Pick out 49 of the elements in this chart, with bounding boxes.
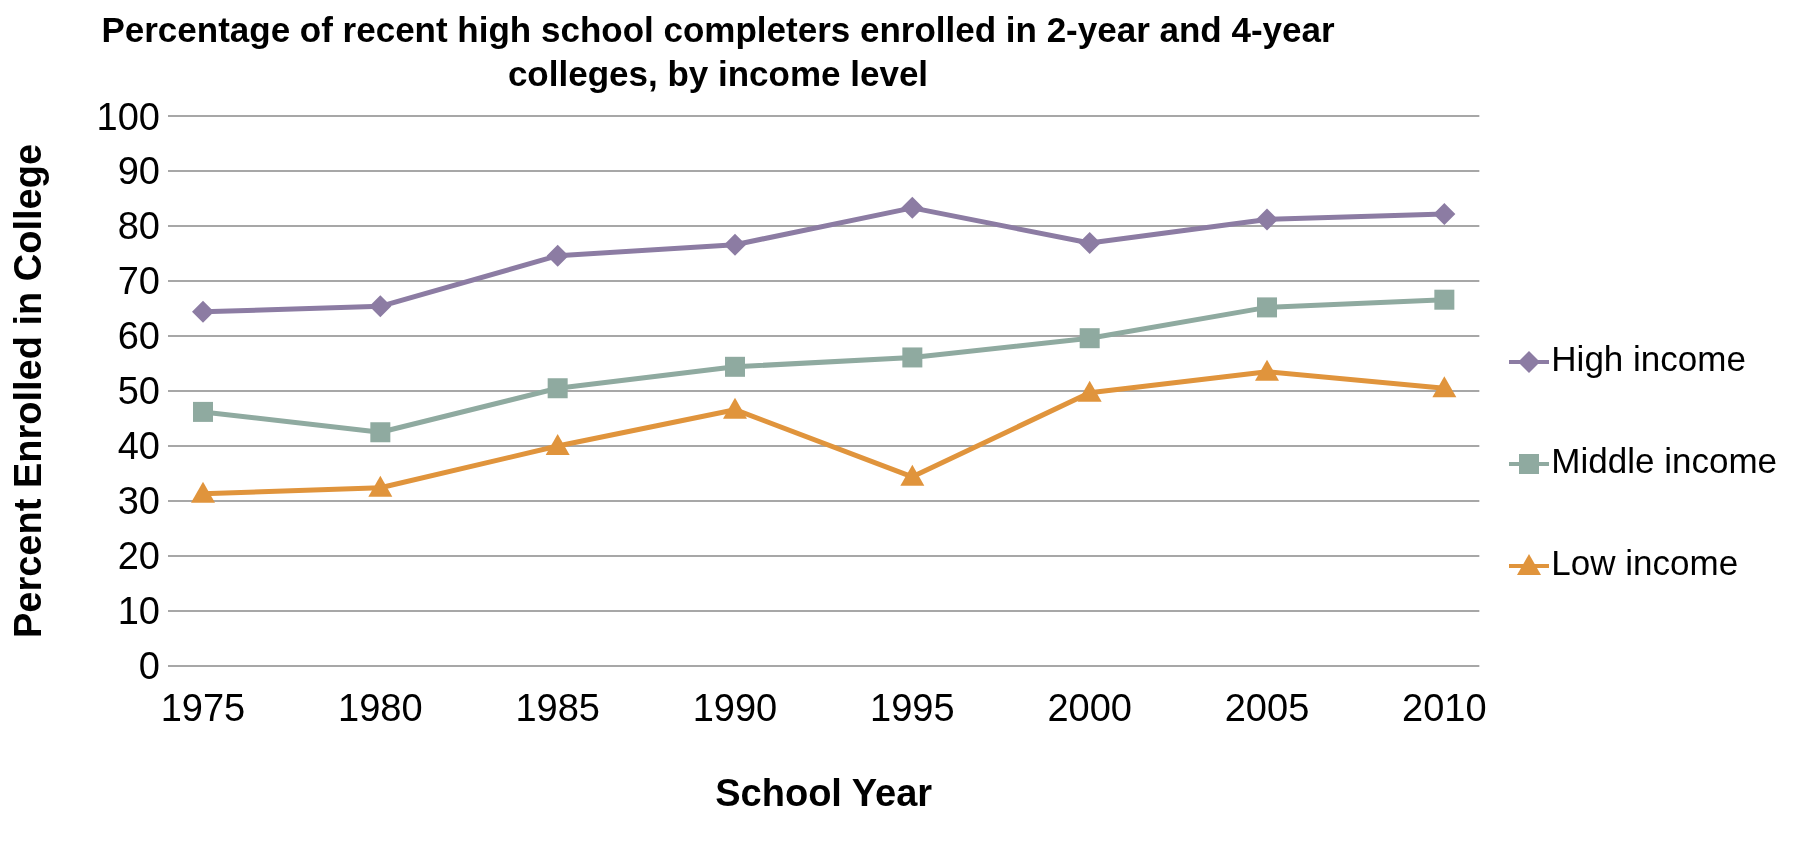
point (724, 233, 746, 256)
point (368, 475, 393, 497)
x-tick-label: 2010 (1402, 686, 1487, 729)
x-tick-label: 1990 (692, 686, 778, 729)
point (1079, 328, 1100, 349)
x-tick-label: 1985 (515, 686, 600, 729)
point (369, 295, 392, 318)
point (1433, 202, 1456, 225)
point (1432, 376, 1457, 398)
y-tick-label: 40 (117, 425, 160, 468)
y-tick-label: 30 (117, 480, 160, 523)
point (1077, 380, 1102, 402)
point (192, 300, 214, 323)
y-tick-label: 50 (117, 370, 160, 413)
point (547, 378, 568, 399)
point (725, 356, 745, 377)
point (723, 397, 747, 419)
point (902, 347, 923, 368)
y-axis-title: Percent Enrolled in College (7, 143, 50, 639)
point (1078, 232, 1101, 255)
y-tick-label: 70 (117, 260, 160, 303)
x-tick-label: 1995 (870, 686, 955, 729)
chart-title: Percentage of recent high school completers enrolled in 2-year and 4-year colleges, by income level (100, 9, 1336, 95)
point (1257, 297, 1278, 318)
y-tick-label: 20 (117, 535, 160, 578)
point (191, 481, 215, 503)
x-tick-label: 1980 (338, 686, 423, 729)
legend-label: High income (1550, 339, 1747, 379)
point (901, 196, 924, 219)
point (1255, 359, 1280, 381)
x-tick-label: 2000 (1047, 686, 1132, 729)
y-tick-label: 60 (117, 315, 160, 358)
y-tick-label: 0 (138, 645, 160, 688)
y-tick-label: 100 (96, 95, 160, 138)
y-tick-label: 10 (117, 590, 160, 633)
point (1434, 289, 1455, 310)
point (545, 434, 570, 455)
point (193, 401, 213, 422)
x-tick-label: 2005 (1224, 686, 1310, 729)
point (370, 422, 391, 443)
y-tick-label: 80 (117, 205, 160, 248)
point (900, 464, 925, 486)
x-axis-title: School Year (715, 772, 933, 814)
point (1256, 208, 1279, 231)
legend-label: Middle income (1550, 441, 1777, 481)
y-tick-label: 90 (117, 150, 160, 193)
x-tick-label: 1975 (160, 686, 246, 729)
point (546, 244, 569, 267)
legend-label: Low income (1550, 543, 1740, 583)
